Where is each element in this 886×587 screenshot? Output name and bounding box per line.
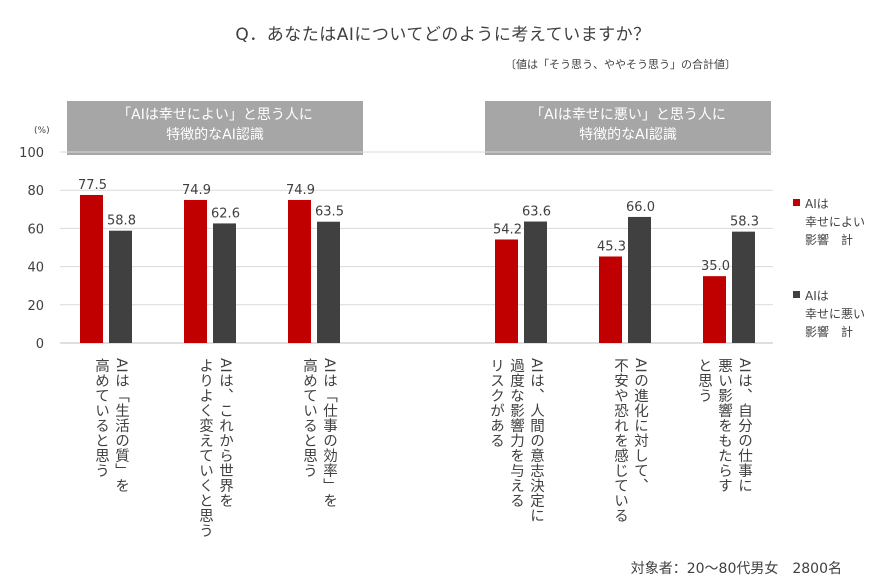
- sample-footnote: 対象者：20～80代男女 2800名: [630, 561, 842, 577]
- bar-good-2: [184, 199, 207, 343]
- y-tick-label-20: 20: [27, 299, 44, 314]
- legend-swatch-good: [793, 199, 800, 206]
- data-label-bad-1: 58.8: [107, 214, 136, 229]
- data-label-bad-4: 63.6: [522, 205, 551, 220]
- y-axis-unit: (%): [34, 126, 50, 136]
- data-label-good-2: 74.9: [182, 183, 211, 198]
- banner-bad-group: 「AIは幸せに悪い」と思う人に 特徴的なAI認識: [485, 101, 771, 155]
- bar-bad-6: [732, 231, 755, 343]
- banner-good-line-2: 特徴的なAI認識: [166, 127, 264, 143]
- category-label-6: AIは、自分の仕事に 悪い影響をもたらす と思う: [696, 358, 752, 494]
- legend-swatch-bad: [793, 291, 800, 298]
- bar-good-4: [495, 239, 518, 343]
- category-label-4: AIは、人間の意志決定に 過度な影響力を与える リスクがある: [488, 358, 544, 524]
- banner-good-group: 「AIは幸せによい」と思う人に 特徴的なAI認識: [67, 101, 363, 155]
- data-label-bad-3: 63.5: [315, 205, 344, 220]
- bar-good-1: [80, 194, 103, 343]
- legend-label-good: AIは 幸せによい 影響 計: [805, 197, 866, 247]
- category-label-2: AIは、これから世界を よりよく変えていくと思う: [197, 358, 233, 538]
- category-label-5: AIの進化に対して、 不安や恐れを感じている: [612, 358, 648, 523]
- y-tick-label-100: 100: [19, 146, 44, 161]
- bar-good-5: [599, 256, 622, 343]
- data-label-bad-5: 66.0: [626, 200, 655, 215]
- data-label-bad-6: 58.3: [730, 215, 759, 230]
- y-tick-label-80: 80: [27, 184, 44, 199]
- y-tick-label-40: 40: [27, 261, 44, 276]
- chart-title: Q．あなたはAIについてどのように考えていますか？: [235, 25, 651, 45]
- bar-good-3: [288, 199, 311, 343]
- data-label-good-5: 45.3: [597, 239, 626, 254]
- banner-bad-line-2: 特徴的なAI認識: [579, 127, 677, 143]
- data-label-good-3: 74.9: [286, 183, 315, 198]
- bar-bad-4: [524, 221, 547, 343]
- data-label-bad-2: 62.6: [211, 206, 240, 221]
- bar-bad-2: [213, 223, 236, 343]
- bar-bad-1: [109, 230, 132, 343]
- data-label-good-4: 54.2: [493, 222, 522, 237]
- bar-bad-3: [317, 221, 340, 343]
- data-label-good-6: 35.0: [701, 259, 730, 274]
- banner-bad-line-1: 「AIは幸せに悪い」と思う人に: [530, 107, 726, 123]
- y-tick-label-0: 0: [36, 337, 44, 352]
- value-note: 〔値は「そう思う、ややそう思う」の合計値〕: [505, 58, 736, 71]
- data-label-good-1: 77.5: [78, 178, 107, 193]
- legend-label-bad: AIは 幸せに悪い 影響 計: [805, 289, 866, 339]
- category-label-1: AIは「生活の質」を 高めていると思う: [93, 358, 129, 494]
- bar-bad-5: [628, 216, 651, 343]
- category-label-3: AIは「仕事の効率」を 高めていると思う: [301, 358, 337, 509]
- y-tick-label-60: 60: [27, 222, 44, 237]
- banner-good-line-1: 「AIは幸せによい」と思う人に: [117, 107, 313, 123]
- bar-good-6: [703, 276, 726, 343]
